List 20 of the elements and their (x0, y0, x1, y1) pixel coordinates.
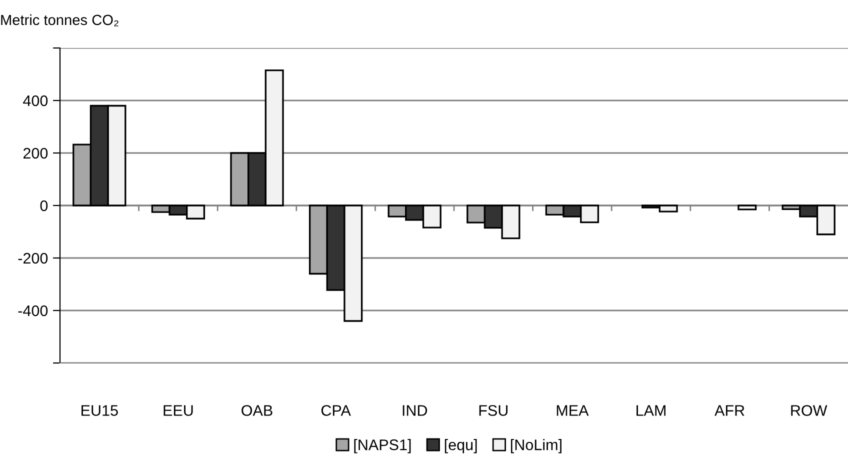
x-tick-label: OAB (242, 405, 272, 416)
x-tick-label: ROW (791, 405, 828, 416)
y-tick-label: -200 (18, 252, 48, 264)
x-tick-label: MEA (556, 405, 589, 416)
y-axis-title: Metric tonnes CO₂ (1, 14, 118, 26)
legend-label: [NoLim] (510, 439, 562, 454)
legend-label: [NAPS1] (354, 439, 411, 454)
y-tick-label: -400 (18, 305, 48, 316)
y-tick-label: 200 (23, 148, 48, 159)
y-tick-label: 400 (23, 95, 48, 106)
x-tick-label: LAM (636, 405, 666, 416)
x-tick-label: AFR (714, 405, 744, 416)
y-tick-label: 0 (40, 200, 48, 212)
legend-label: [equ] (444, 439, 477, 454)
x-tick-label: IND (402, 405, 428, 416)
bar (738, 204, 757, 210)
x-tick-label: CPA (321, 405, 351, 416)
x-tick-label: FSU (479, 405, 508, 416)
x-tick-label: EEU (164, 405, 193, 416)
x-tick-label: EU15 (82, 405, 118, 416)
